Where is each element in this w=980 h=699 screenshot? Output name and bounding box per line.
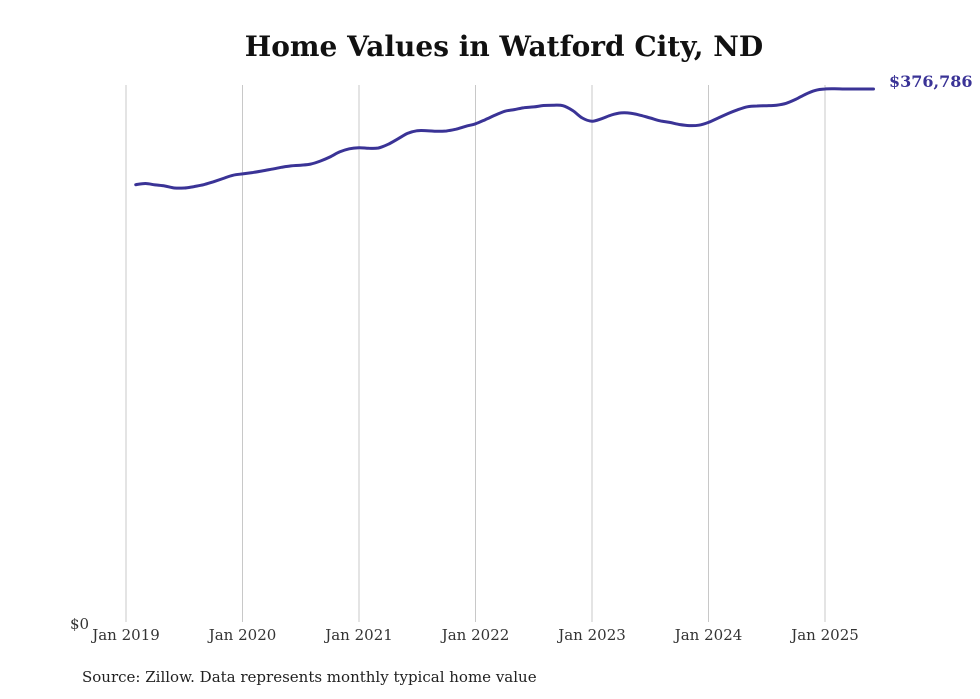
x-tick-label: Jan 2020	[207, 626, 277, 644]
x-tick-label: Jan 2023	[556, 626, 626, 644]
line-chart: Jan 2019 Jan 2020 Jan 2021 Jan 2022 Jan 2023…	[70, 72, 973, 644]
x-tick-label: Jan 2025	[789, 626, 859, 644]
series-line	[134, 87, 875, 190]
tick-labels: Jan 2019 Jan 2020 Jan 2021 Jan 2022 Jan 2023…	[70, 72, 973, 644]
x-tick-label: Jan 2024	[673, 626, 743, 644]
chart-title: Home Values in Watford City, ND	[244, 30, 764, 63]
gridlines	[125, 85, 826, 622]
end-value-label: $376,786	[889, 72, 973, 91]
source-note: Source: Zillow. Data represents monthly …	[82, 668, 537, 686]
series-layer	[134, 87, 875, 190]
y-tick-label: $0	[70, 615, 89, 633]
x-tick-label: Jan 2022	[440, 626, 510, 644]
x-tick-label: Jan 2021	[323, 626, 393, 644]
x-tick-label: Jan 2019	[90, 626, 160, 644]
